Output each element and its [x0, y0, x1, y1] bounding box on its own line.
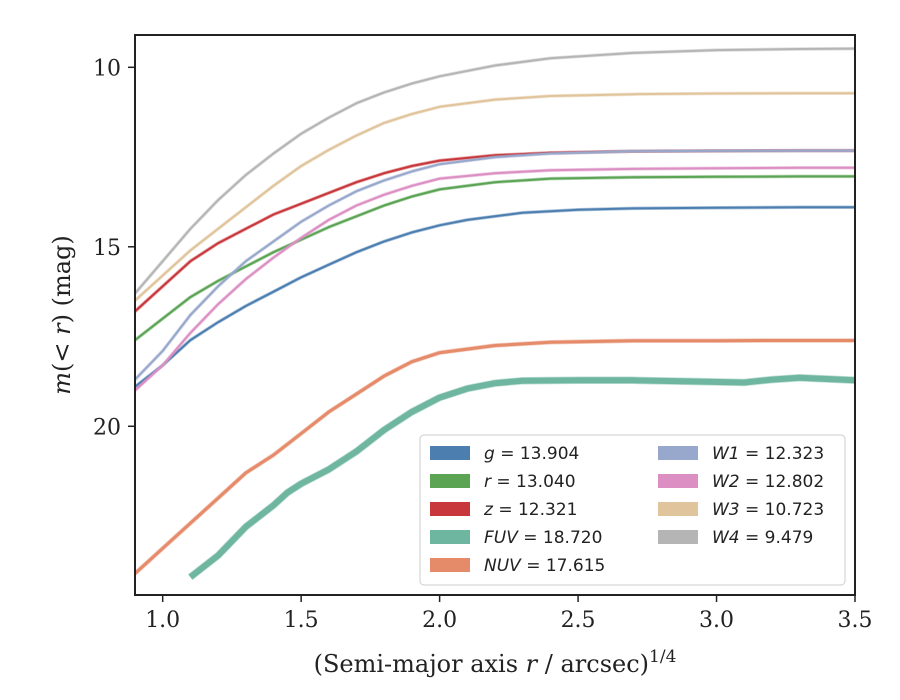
legend-swatch-nuv: [430, 558, 470, 572]
legend-swatch-fuv: [430, 530, 470, 544]
x-tick-label: 3.0: [699, 608, 734, 633]
y-tick-label: 20: [93, 415, 121, 440]
x-tick-label: 1.0: [145, 608, 180, 633]
series-line-w4: [135, 47, 855, 295]
y-axis-label: m(< r) (mag): [48, 235, 76, 395]
series-line-w1: [135, 149, 855, 381]
x-tick-label: 2.5: [561, 608, 596, 633]
legend-label-w2: W2 = 12.802: [712, 472, 824, 492]
legend-swatch-r: [430, 474, 470, 488]
legend-label-w3: W3 = 10.723: [712, 500, 824, 520]
x-tick-label: 1.5: [284, 608, 319, 633]
series-line-fuv: [188, 374, 855, 580]
series-halo-g: [135, 205, 855, 389]
x-axis-superscript: 1/4: [649, 647, 676, 667]
legend-label-w1: W1 = 12.323: [712, 444, 824, 464]
series-line-w2: [135, 166, 855, 392]
legend-label-fuv: FUV = 18.720: [484, 528, 602, 548]
series-halo-w2: [135, 166, 855, 392]
series-line-g: [135, 206, 855, 388]
legend-swatch-g: [430, 446, 470, 460]
legend-swatch-w4: [658, 530, 698, 544]
series-layer: [135, 46, 855, 581]
legend-box: [419, 434, 846, 586]
legend-label-g: g = 13.904: [484, 444, 579, 464]
legend: g = 13.904 r = 13.040 z = 12.321 FUV = 18.7…: [419, 434, 846, 586]
legend-swatch-w1: [658, 446, 698, 460]
ticks-layer: 1.0 1.5 2.0 2.5 3.0 3.5 10 15 20: [93, 56, 873, 633]
legend-swatch-z: [430, 502, 470, 516]
x-tick-label: 3.5: [838, 608, 873, 633]
x-axis-label: (Semi-major axis r / arcsec)1/4: [314, 647, 677, 678]
y-tick-label: 15: [93, 236, 121, 261]
legend-label-w4: W4 = 9.479: [712, 528, 813, 548]
series-halo-w4: [135, 46, 855, 295]
legend-label-nuv: NUV = 17.615: [484, 556, 605, 576]
legend-label-z: z = 12.321: [483, 500, 577, 520]
series-line-nuv: [135, 339, 855, 575]
y-tick-label: 10: [93, 56, 121, 81]
legend-label-r: r = 13.040: [484, 472, 576, 492]
legend-swatch-w2: [658, 474, 698, 488]
series-halo-r: [135, 174, 855, 342]
x-tick-label: 2.0: [422, 608, 457, 633]
legend-swatch-w3: [658, 502, 698, 516]
plot-frame: [134, 34, 856, 596]
series-line-w3: [135, 92, 855, 302]
series-line-r: [135, 175, 855, 341]
